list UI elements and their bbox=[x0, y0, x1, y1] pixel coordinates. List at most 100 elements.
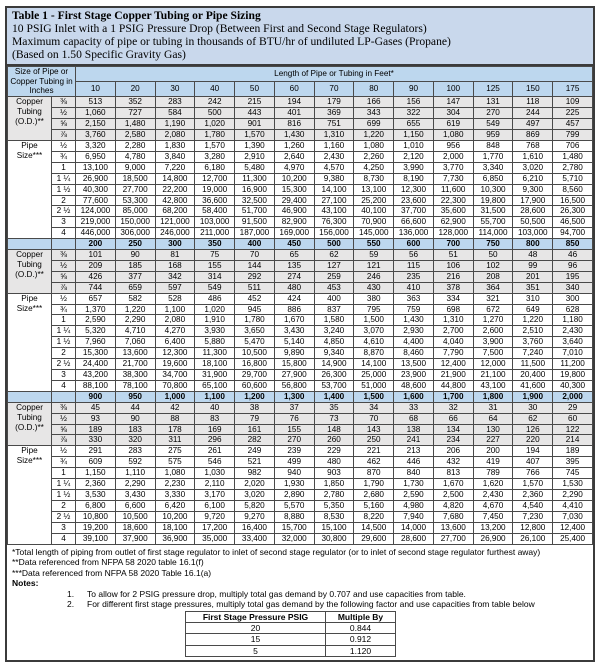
capacity-cell: 320 bbox=[114, 434, 156, 447]
capacity-cell: 1,220 bbox=[353, 129, 395, 141]
capacity-cell: 480 bbox=[273, 281, 315, 294]
pressure-value-cell: 5 bbox=[185, 644, 326, 657]
capacity-cell: 1,910 bbox=[194, 314, 236, 327]
capacity-cell: 70 bbox=[234, 249, 275, 261]
capacity-cell: 227 bbox=[472, 434, 514, 447]
capacity-cell: 2,260 bbox=[353, 150, 395, 163]
capacity-cell: 10,500 bbox=[234, 347, 275, 360]
capacity-cell: 837 bbox=[313, 303, 355, 316]
capacity-cell: 241 bbox=[393, 434, 434, 447]
capacity-cell: 131 bbox=[472, 96, 514, 109]
size-cell: ⅝ bbox=[51, 270, 76, 283]
capacity-cell: 9,720 bbox=[194, 510, 236, 523]
size-cell: ½ bbox=[51, 412, 76, 425]
capacity-cell: 628 bbox=[552, 303, 593, 316]
capacity-cell: 4,040 bbox=[432, 336, 474, 349]
table-row: 2 ½ 24,400 21,700 19,600 18,100 16,800 15,800 1… bbox=[8, 358, 593, 370]
capacity-cell: 1,610 bbox=[512, 150, 554, 163]
capacity-cell: 2,080 bbox=[154, 314, 196, 327]
size-cell: 1 ¼ bbox=[51, 325, 76, 338]
capacity-cell: 13,200 bbox=[472, 521, 514, 534]
capacity-cell: 1,530 bbox=[552, 478, 593, 490]
capacity-cell: 513 bbox=[75, 96, 116, 109]
capacity-cell: 76 bbox=[273, 412, 315, 425]
capacity-cell: 38,300 bbox=[114, 369, 156, 381]
capacity-cell: 813 bbox=[432, 467, 474, 480]
capacity-cell: 12,400 bbox=[432, 358, 474, 370]
capacity-cell: 46,900 bbox=[273, 205, 315, 218]
capacity-cell: 352 bbox=[114, 96, 156, 109]
capacity-cell: 50 bbox=[472, 249, 514, 261]
capacity-cell: 27,100 bbox=[313, 194, 355, 207]
capacity-cell: 30 bbox=[512, 401, 554, 414]
capacity-cell: 1,670 bbox=[432, 478, 474, 490]
capacity-cell: 20,400 bbox=[512, 369, 554, 381]
table-row: Copper Tubing (O.D.)** ⅜ 101 90 81 75 70 65 62 59… bbox=[7, 249, 593, 294]
capacity-cell: 1,180 bbox=[552, 314, 593, 327]
capacity-cell: 6,600 bbox=[114, 499, 156, 512]
size-cell: ⅞ bbox=[51, 434, 76, 447]
length-value-header: 1,400 bbox=[313, 390, 355, 403]
size-cell: 4 bbox=[51, 227, 76, 240]
multiplier-value-cell: 0.912 bbox=[325, 633, 396, 646]
table-row: Pipe Size*** ½ 291 283 275 261 249 239 229 221 213… bbox=[7, 445, 593, 545]
capacity-cell: 19,600 bbox=[154, 358, 196, 370]
capacity-cell: 274 bbox=[273, 270, 315, 283]
capacity-cell: 13,600 bbox=[432, 521, 474, 534]
capacity-cell: 109 bbox=[552, 96, 593, 109]
size-cell: ½ bbox=[51, 139, 76, 152]
capacity-cell: 12,300 bbox=[154, 347, 196, 360]
size-cell: 2 ½ bbox=[51, 358, 76, 370]
capacity-cell: 155 bbox=[194, 259, 236, 272]
capacity-cell: 334 bbox=[432, 292, 474, 305]
capacity-cell: 37 bbox=[273, 401, 315, 414]
capacity-cell: 14,100 bbox=[313, 183, 355, 196]
capacity-cell: 9,890 bbox=[273, 347, 315, 360]
capacity-cell: 1,010 bbox=[393, 139, 434, 152]
size-cell: ¾ bbox=[51, 150, 76, 163]
capacity-cell: 575 bbox=[154, 456, 196, 469]
capacity-cell: 65,100 bbox=[194, 379, 236, 392]
capacity-cell: 657 bbox=[75, 292, 116, 305]
capacity-cell: 43,100 bbox=[472, 379, 514, 392]
capacity-cell: 2,290 bbox=[552, 488, 593, 501]
capacity-cell: 189 bbox=[75, 423, 116, 436]
pipe-group-label: Pipe Size*** bbox=[7, 445, 52, 545]
capacity-cell: 343 bbox=[353, 107, 395, 120]
capacity-cell: 840 bbox=[393, 467, 434, 480]
capacity-cell: 2,930 bbox=[393, 325, 434, 338]
capacity-cell: 2,080 bbox=[154, 129, 196, 141]
capacity-cell: 597 bbox=[154, 281, 196, 294]
size-cell: ½ bbox=[51, 445, 76, 458]
multiplier-value-cell: 1.120 bbox=[325, 644, 396, 657]
capacity-cell: 2,600 bbox=[472, 325, 514, 338]
capacity-cell: 4,710 bbox=[114, 325, 156, 338]
length-value-header: 250 bbox=[114, 238, 156, 251]
capacity-cell: 1,270 bbox=[472, 314, 514, 327]
capacity-cell: 36,600 bbox=[194, 194, 236, 207]
capacity-cell: 1,570 bbox=[512, 478, 554, 490]
capacity-cell: 40,300 bbox=[75, 183, 116, 196]
size-cell: ⅜ bbox=[51, 96, 76, 109]
capacity-cell: 5,320 bbox=[75, 325, 116, 338]
capacity-cell: 85,000 bbox=[114, 205, 156, 218]
capacity-cell: 3,430 bbox=[273, 325, 315, 338]
capacity-cell: 3,170 bbox=[194, 488, 236, 501]
capacity-cell: 7,240 bbox=[512, 347, 554, 360]
capacity-cell: 124,000 bbox=[75, 205, 116, 218]
footnote: **Data referenced from NFPA 58 2020 tabl… bbox=[12, 557, 204, 568]
pipe-group-label: Pipe Size*** bbox=[7, 292, 52, 392]
capacity-cell: 2,360 bbox=[512, 488, 554, 501]
length-separator-row: 200 250 300 350 400 450 500 550 600 700 750 800 850 bbox=[7, 238, 593, 251]
capacity-cell: 134 bbox=[432, 423, 474, 436]
capacity-cell: 209 bbox=[75, 259, 116, 272]
capacity-cell: 870 bbox=[353, 467, 395, 480]
separator-spacer bbox=[7, 390, 52, 403]
capacity-cell: 1,780 bbox=[194, 129, 236, 141]
capacity-cell: 1,430 bbox=[273, 129, 315, 141]
capacity-cell: 3,760 bbox=[512, 336, 554, 349]
capacity-cell: 1,770 bbox=[472, 150, 514, 163]
capacity-cell: 18,500 bbox=[114, 172, 156, 185]
table-row: ⅞ 330 320 311 296 282 270 260 250 241 234 227 220 214 bbox=[8, 434, 593, 447]
capacity-cell: 7,030 bbox=[552, 510, 593, 523]
